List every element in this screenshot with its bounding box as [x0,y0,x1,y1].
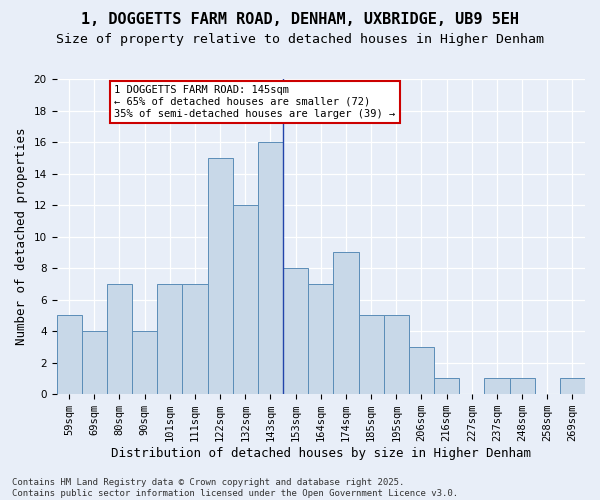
Bar [334,252,359,394]
Bar [283,268,308,394]
Bar [383,316,409,394]
Bar [560,378,585,394]
Bar [409,347,434,394]
Bar [308,284,334,394]
Text: 1 DOGGETTS FARM ROAD: 145sqm
← 65% of detached houses are smaller (72)
35% of se: 1 DOGGETTS FARM ROAD: 145sqm ← 65% of de… [115,86,395,118]
Bar [434,378,459,394]
Bar [359,316,383,394]
Bar [132,331,157,394]
Bar [157,284,182,394]
Bar [208,158,233,394]
X-axis label: Distribution of detached houses by size in Higher Denham: Distribution of detached houses by size … [111,447,531,460]
Bar [182,284,208,394]
Text: Contains HM Land Registry data © Crown copyright and database right 2025.
Contai: Contains HM Land Registry data © Crown c… [12,478,458,498]
Bar [107,284,132,394]
Bar [258,142,283,394]
Bar [233,205,258,394]
Text: Size of property relative to detached houses in Higher Denham: Size of property relative to detached ho… [56,32,544,46]
Bar [82,331,107,394]
Text: 1, DOGGETTS FARM ROAD, DENHAM, UXBRIDGE, UB9 5EH: 1, DOGGETTS FARM ROAD, DENHAM, UXBRIDGE,… [81,12,519,28]
Bar [509,378,535,394]
Bar [56,316,82,394]
Bar [484,378,509,394]
Y-axis label: Number of detached properties: Number of detached properties [15,128,28,346]
